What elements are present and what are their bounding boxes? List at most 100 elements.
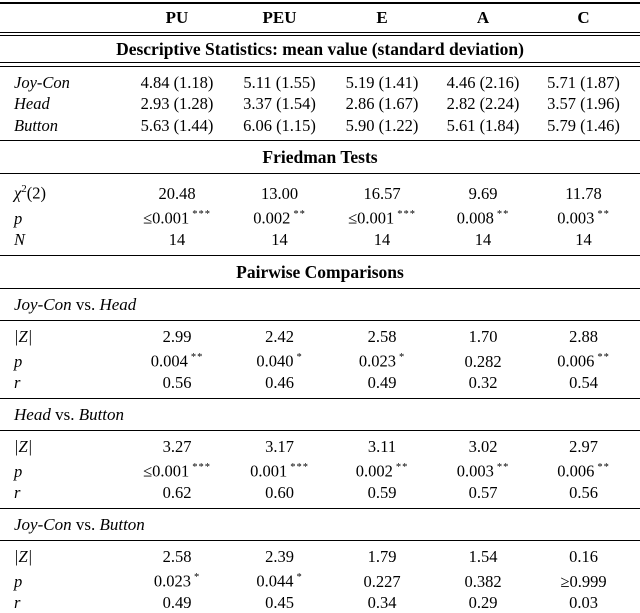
row-label: p [14, 208, 23, 228]
table-row-button: Button 5.63 (1.44) 6.06 (1.15) 5.90 (1.2… [0, 115, 640, 137]
table-row-z: |Z| 3.27 3.17 3.11 3.02 2.97 [0, 436, 640, 458]
significance-stars: ** [597, 352, 610, 364]
table-cell: 0.49 [367, 373, 397, 393]
table-cell: 3.57 (1.96) [547, 94, 620, 114]
table-row-r: r 0.49 0.45 0.34 0.29 0.03 [0, 592, 640, 613]
table-cell: 0.45 [265, 593, 294, 613]
table-cell: ≤0.001 *** [143, 461, 211, 481]
table-cell: 0.001 *** [250, 461, 309, 481]
descriptive-rows: Joy-Con 4.84 (1.18) 5.11 (1.55) 5.19 (1.… [0, 67, 640, 141]
table-cell: 2.88 [569, 326, 598, 346]
table-cell: 2.93 (1.28) [140, 94, 214, 114]
table-cell: 4.46 (2.16) [446, 72, 520, 92]
column-header-pu: PU [165, 8, 189, 27]
table-cell: 0.006 ** [557, 351, 610, 371]
horizontal-rule [0, 173, 640, 175]
table-cell: 5.71 (1.87) [547, 72, 620, 92]
table-cell: 0.227 [363, 571, 401, 591]
table-cell: 3.11 [367, 436, 397, 456]
table-cell: 0.008 ** [456, 208, 510, 228]
table-cell: 3.37 (1.54) [243, 94, 316, 114]
table-cell: 16.57 [363, 183, 401, 203]
significance-stars: *** [397, 209, 416, 221]
table-row-z: |Z| 2.99 2.42 2.58 1.70 2.88 [0, 326, 640, 348]
horizontal-rule [0, 507, 640, 509]
table-cell: 2.82 (2.24) [446, 94, 520, 114]
significance-stars: *** [192, 462, 211, 474]
row-label: r [14, 483, 21, 503]
significance-stars: ** [496, 209, 510, 221]
table-cell: 2.99 [162, 326, 192, 346]
table-cell: 0.34 [367, 593, 397, 613]
table-cell: 0.023 * [153, 571, 201, 591]
double-rule [0, 62, 640, 67]
table-cell: 0.282 [464, 351, 502, 371]
pairwise-group-rows: |Z| 2.58 2.39 1.79 1.54 0.16 p 0.023 * 0.… [0, 541, 640, 613]
pairwise-group-rows: |Z| 2.99 2.42 2.58 1.70 2.88 p 0.004 ** 0… [0, 321, 640, 398]
significance-stars: ** [597, 209, 610, 221]
table-row-chi-squared: χ2(2) 20.48 13.00 16.57 9.69 11.78 [0, 179, 640, 204]
table-cell: 14 [271, 230, 288, 250]
table-cell: 0.040 * [256, 351, 303, 371]
table-row-p: p ≤0.001 *** 0.001 *** 0.002 ** 0.003 ** 0.0… [0, 457, 640, 482]
row-label: p [14, 351, 23, 371]
row-label: |Z| [14, 436, 33, 456]
table-cell: 5.79 (1.46) [547, 115, 620, 135]
table-cell: 0.60 [265, 483, 294, 503]
table-row-p: p 0.023 * 0.044 * 0.227 0.382 ≥0.999 [0, 567, 640, 592]
table-cell: 1.54 [468, 546, 498, 566]
section-title-pairwise: Pairwise Comparisons [236, 261, 404, 282]
section-title-descriptive: Descriptive Statistics: mean value (stan… [116, 39, 524, 60]
horizontal-rule [0, 287, 640, 289]
table-cell: 0.003 ** [557, 208, 610, 228]
table-cell: 1.79 [367, 546, 397, 566]
horizontal-rule [0, 254, 640, 256]
table-cell: 6.06 (1.15) [243, 115, 316, 135]
table-row-z: |Z| 2.58 2.39 1.79 1.54 0.16 [0, 546, 640, 568]
table-cell: 14 [575, 230, 592, 250]
table-cell: 2.42 [265, 326, 294, 346]
table-row-r: r 0.56 0.46 0.49 0.32 0.54 [0, 372, 640, 394]
table-cell: 1.70 [468, 326, 498, 346]
table-cell: 0.003 ** [456, 461, 510, 481]
table-cell: 0.03 [569, 593, 598, 613]
significance-stars: * [193, 572, 201, 584]
significance-stars: ** [395, 462, 409, 474]
row-label: Joy-Con [14, 72, 70, 92]
table-cell: 14 [373, 230, 391, 250]
table-cell: 14 [474, 230, 492, 250]
table-cell: 0.56 [162, 373, 192, 393]
table-cell: ≥0.999 [560, 571, 607, 591]
significance-stars: * [398, 352, 406, 364]
row-label-chi-squared: χ2(2) [14, 183, 47, 203]
significance-stars: *** [192, 209, 211, 221]
pairwise-group-rows: |Z| 3.27 3.17 3.11 3.02 2.97 p ≤0.001 ***… [0, 431, 640, 508]
table-cell: 0.002 ** [253, 208, 306, 228]
table-cell: 2.58 [367, 326, 397, 346]
significance-stars: ** [293, 209, 306, 221]
significance-stars: * [296, 352, 303, 364]
friedman-rows: χ2(2) 20.48 13.00 16.57 9.69 11.78 p ≤0.… [0, 174, 640, 255]
horizontal-rule [0, 140, 640, 142]
table-cell: 5.63 (1.44) [140, 115, 214, 135]
table-row-r: r 0.62 0.60 0.59 0.57 0.56 [0, 482, 640, 504]
double-rule [0, 32, 640, 37]
table-cell: 0.16 [569, 546, 598, 566]
top-rule [0, 2, 640, 4]
row-label: p [14, 571, 23, 591]
pairwise-group-label-head-button: Head vs. Button [14, 404, 125, 424]
table-cell: 0.004 ** [150, 351, 204, 371]
row-label: Head [14, 94, 50, 114]
significance-stars: ** [597, 462, 610, 474]
table-cell: 5.19 (1.41) [345, 72, 419, 92]
table-row-joycon: Joy-Con 4.84 (1.18) 5.11 (1.55) 5.19 (1.… [0, 72, 640, 94]
row-label: p [14, 461, 23, 481]
table-cell: 5.61 (1.84) [446, 115, 520, 135]
table-cell: 0.023 * [358, 351, 406, 371]
significance-stars: *** [290, 462, 309, 474]
row-label: r [14, 593, 21, 613]
pairwise-group-label-joycon-button: Joy-Con vs. Button [14, 514, 145, 534]
horizontal-rule [0, 397, 640, 399]
table-row-head: Head 2.93 (1.28) 3.37 (1.54) 2.86 (1.67)… [0, 93, 640, 115]
